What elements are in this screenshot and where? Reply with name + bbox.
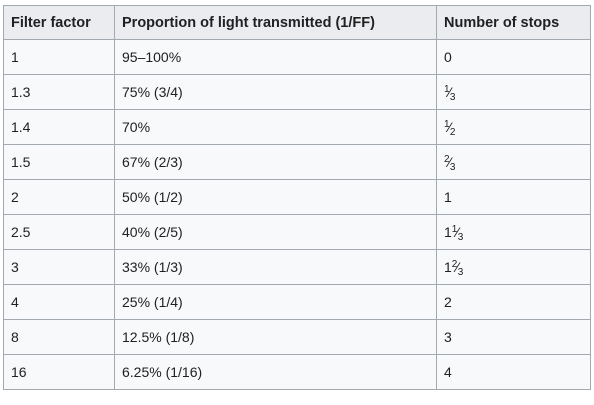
stops-denominator: 3 [449, 92, 456, 103]
stops-cell: 2 [436, 284, 591, 320]
filter-factor-table: Filter factor Proportion of light transm… [3, 5, 591, 390]
stops-denominator: 3 [457, 232, 464, 243]
stops-cell: 11⁄3 [436, 214, 591, 250]
filter-factor-cell: 2 [3, 179, 115, 215]
proportion-cell: 40% (2/5) [114, 214, 437, 250]
stops-whole: 2 [444, 294, 452, 310]
stops-denominator: 3 [457, 267, 464, 278]
fraction-slash: ⁄ [456, 259, 459, 275]
stops-cell: 0 [436, 39, 591, 75]
table-row: 8 12.5% (1/8) 3 [3, 319, 591, 355]
stops-whole: 4 [444, 364, 452, 380]
proportion-cell: 33% (1/3) [114, 249, 437, 285]
stops-numerator: 2 [444, 154, 450, 165]
stops-whole: 1 [444, 259, 452, 275]
proportion-cell: 6.25% (1/16) [114, 354, 437, 390]
stops-fraction: 2⁄3 [451, 259, 464, 278]
header-proportion: Proportion of light transmitted (1/FF) [114, 5, 437, 40]
stops-whole: 1 [444, 224, 452, 240]
stops-denominator: 2 [449, 127, 456, 138]
header-number-of-stops: Number of stops [436, 5, 591, 40]
stops-fraction: 1⁄3 [451, 224, 464, 243]
table-row: 2.5 40% (2/5) 11⁄3 [3, 214, 591, 250]
filter-factor-cell: 4 [3, 284, 115, 320]
filter-factor-cell: 3 [3, 249, 115, 285]
proportion-cell: 75% (3/4) [114, 74, 437, 110]
table-row: 1 95–100% 0 [3, 39, 591, 75]
filter-factor-cell: 1 [3, 39, 115, 75]
proportion-cell: 70% [114, 109, 437, 145]
stops-cell: 1⁄2 [436, 109, 591, 145]
table-row: 16 6.25% (1/16) 4 [3, 354, 591, 390]
proportion-cell: 50% (1/2) [114, 179, 437, 215]
filter-factor-cell: 2.5 [3, 214, 115, 250]
table-body: 1 95–100% 0 1.3 75% (3/4) 1⁄3 1.4 70% 1⁄2 1.5 67% … [3, 39, 591, 390]
filter-factor-cell: 1.5 [3, 144, 115, 180]
fraction-slash: ⁄ [448, 119, 451, 135]
stops-cell: 12⁄3 [436, 249, 591, 285]
table-row: 1.4 70% 1⁄2 [3, 109, 591, 145]
stops-cell: 1⁄3 [436, 74, 591, 110]
stops-cell: 2⁄3 [436, 144, 591, 180]
stops-fraction: 1⁄2 [444, 119, 456, 138]
stops-cell: 3 [436, 319, 591, 355]
table-row: 1.3 75% (3/4) 1⁄3 [3, 74, 591, 110]
table-row: 1.5 67% (2/3) 2⁄3 [3, 144, 591, 180]
stops-numerator: 1 [444, 84, 450, 95]
fraction-slash: ⁄ [448, 84, 451, 100]
stops-cell: 4 [436, 354, 591, 390]
proportion-cell: 25% (1/4) [114, 284, 437, 320]
stops-denominator: 3 [449, 162, 456, 173]
filter-factor-cell: 8 [3, 319, 115, 355]
stops-numerator: 1 [451, 224, 458, 235]
table-row: 3 33% (1/3) 12⁄3 [3, 249, 591, 285]
stops-numerator: 1 [444, 119, 450, 130]
proportion-cell: 95–100% [114, 39, 437, 75]
stops-whole: 3 [444, 329, 452, 345]
header-filter-factor: Filter factor [3, 5, 115, 40]
table-row: 2 50% (1/2) 1 [3, 179, 591, 215]
table-row: 4 25% (1/4) 2 [3, 284, 591, 320]
stops-numerator: 2 [451, 259, 458, 270]
stops-whole: 1 [444, 189, 452, 205]
fraction-slash: ⁄ [448, 154, 451, 170]
filter-factor-cell: 16 [3, 354, 115, 390]
proportion-cell: 12.5% (1/8) [114, 319, 437, 355]
filter-factor-cell: 1.3 [3, 74, 115, 110]
filter-factor-cell: 1.4 [3, 109, 115, 145]
stops-fraction: 2⁄3 [444, 154, 456, 173]
fraction-slash: ⁄ [456, 224, 459, 240]
stops-cell: 1 [436, 179, 591, 215]
proportion-cell: 67% (2/3) [114, 144, 437, 180]
stops-whole: 0 [444, 49, 452, 65]
filter-factor-table-container: Filter factor Proportion of light transm… [3, 5, 591, 390]
header-row: Filter factor Proportion of light transm… [3, 5, 591, 40]
stops-fraction: 1⁄3 [444, 84, 456, 103]
